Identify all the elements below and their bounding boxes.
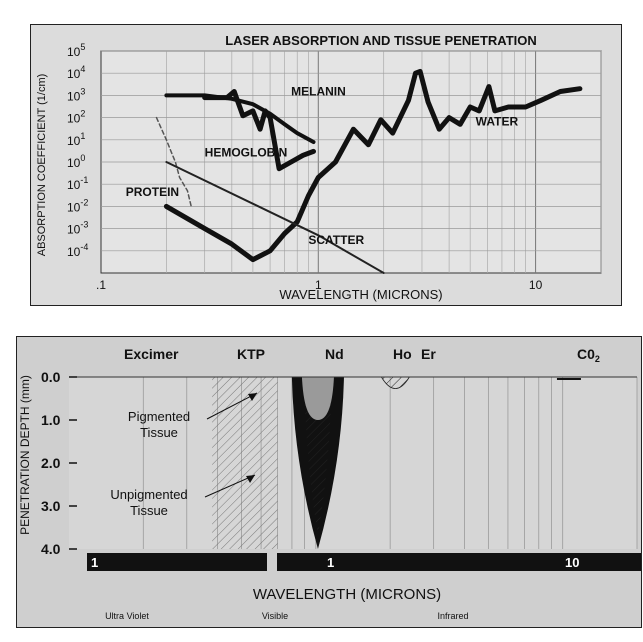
depth-tick-label: 0.0: [41, 369, 61, 385]
nd-inner-lobe: [301, 377, 334, 420]
x-tick-label: .1: [96, 278, 106, 292]
absorption-y-axis-label: ABSORPTION COEFFICIENT (1/cm): [36, 74, 48, 257]
y-tick-label: 100: [67, 153, 85, 170]
unpigmented-arrow: [204, 474, 256, 498]
region-ultraviolet: Ultra Violet: [105, 611, 149, 621]
scale-bar-ir: [277, 553, 641, 571]
laser-label-er: Er: [421, 346, 436, 362]
y-tick-label: 105: [67, 42, 85, 59]
absorption-x-axis-label: WAVELENGTH (MICRONS): [279, 287, 442, 302]
series-label-scatter: SCATTER: [308, 233, 364, 247]
pigmented-arrow: [206, 392, 258, 420]
x-tick-label: 10: [529, 278, 543, 292]
y-tick-label: 10-3: [67, 220, 88, 237]
laser-label-co2: C02: [577, 346, 600, 364]
y-tick-label: 10-2: [67, 197, 88, 214]
penetration-plot-area: [69, 377, 637, 549]
scale-bar-uv: [87, 553, 267, 571]
nd-hatched-lobe: [303, 377, 332, 535]
depth-tick-label: 1.0: [41, 412, 61, 428]
scale-tick-one: 1: [327, 555, 334, 570]
series-label-protein: PROTEIN: [126, 185, 179, 199]
laser-label-nd: Nd: [325, 346, 344, 362]
absorption-series: [155, 68, 583, 274]
series-label-water: WATER: [476, 114, 519, 128]
laser-label-ho: Ho: [393, 346, 412, 362]
y-tick-label: 10-4: [67, 242, 88, 259]
penetration-y-ticks: 0.0 1.0 2.0 3.0 4.0: [41, 369, 77, 557]
scale-tick-ten: 10: [565, 555, 579, 570]
y-tick-label: 103: [67, 86, 85, 103]
laser-label-ktp: KTP: [237, 346, 265, 362]
series-label-hemoglobin: HEMOGLOBIN: [205, 145, 288, 159]
scale-tick-low: 1: [91, 555, 98, 570]
absorption-grid: [100, 50, 602, 274]
penetration-chart: 0.0 1.0 2.0 3.0 4.0 Excimer KTP Nd Ho Er C02…: [16, 336, 642, 628]
annotation-pigmented: Pigmented: [128, 409, 190, 424]
y-tick-label: 10-1: [67, 175, 88, 192]
y-tick-label: 102: [67, 109, 85, 126]
depth-tick-label: 2.0: [41, 455, 61, 471]
penetration-chart-svg: 0.0 1.0 2.0 3.0 4.0 Excimer KTP Nd Ho Er C02…: [18, 346, 641, 621]
visible-hatched-region: [212, 377, 278, 549]
penetration-regions: [69, 376, 637, 549]
pigmented-arrowhead: [248, 393, 257, 401]
region-visible: Visible: [262, 611, 288, 621]
annotation-unpigmented: Unpigmented: [110, 487, 187, 502]
series-line-protein: [155, 116, 192, 208]
depth-tick-label: 4.0: [41, 541, 61, 557]
absorption-chart: 10-4 10-3 10-2 10-1 100 101 102 103 104 105.1 1 10 …: [30, 24, 622, 306]
absorption-chart-title: LASER ABSORPTION AND TISSUE PENETRATION: [225, 33, 537, 48]
y-tick-label: 101: [67, 131, 85, 148]
x-tick-label: 1: [315, 278, 322, 292]
penetration-grid: [69, 377, 638, 549]
y-tick-label: 104: [67, 64, 85, 81]
absorption-series-labels: MELANIN HEMOGLOBIN WATER PROTEIN SCATTER: [126, 84, 519, 247]
series-line-hemoglobin: [202, 89, 316, 172]
series-label-melanin: MELANIN: [291, 84, 346, 98]
series-line-water: [163, 68, 583, 263]
penetration-y-axis-label: PENETRATION DEPTH (mm): [18, 375, 32, 535]
annotation-unpigmented-tissue: Tissue: [130, 503, 168, 518]
unpigmented-arrowhead: [246, 475, 255, 483]
penetration-x-axis-label: WAVELENGTH (MICRONS): [253, 586, 441, 603]
region-infrared: Infrared: [437, 611, 468, 621]
absorption-axis-ticks: 10-4 10-3 10-2 10-1 100 101 102 103 104 105 .1 1 10: [67, 42, 543, 292]
annotation-pigmented-tissue: Tissue: [140, 425, 178, 440]
depth-tick-label: 3.0: [41, 498, 61, 514]
series-line-scatter: [165, 161, 385, 274]
laser-label-excimer: Excimer: [124, 346, 179, 362]
